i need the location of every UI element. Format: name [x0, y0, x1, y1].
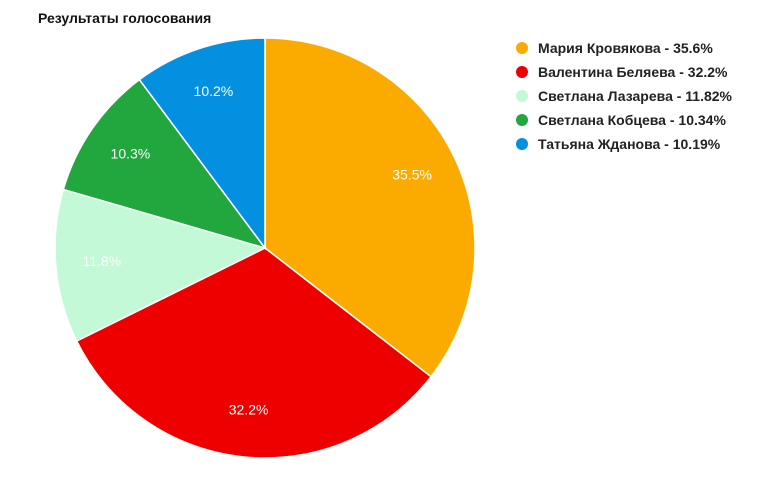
legend-item[interactable]: Валентина Беляева - 32.2% [516, 60, 732, 84]
pie-slice[interactable] [62, 78, 267, 250]
legend-swatch [516, 42, 528, 54]
data-label: 32.2% [229, 402, 269, 418]
legend: Мария Кровякова - 35.6% Валентина Беляев… [516, 36, 732, 156]
legend-swatch [516, 114, 528, 126]
pie-slice[interactable] [75, 247, 432, 459]
legend-item[interactable]: Мария Кровякова - 35.6% [516, 36, 732, 60]
legend-item[interactable]: Татьяна Жданова - 10.19% [516, 132, 732, 156]
legend-label: Мария Кровякова - 35.6% [538, 40, 713, 56]
legend-swatch [516, 66, 528, 78]
pie-slice[interactable] [54, 188, 268, 342]
pie-slice[interactable] [138, 37, 266, 251]
legend-label: Валентина Беляева - 32.2% [538, 64, 728, 80]
data-label: 10.3% [111, 145, 151, 161]
legend-item[interactable]: Светлана Кобцева - 10.34% [516, 108, 732, 132]
pie-slices [54, 37, 476, 459]
pie-slice[interactable] [264, 37, 476, 378]
legend-item[interactable]: Светлана Лазарева - 11.82% [516, 84, 732, 108]
data-label: 35.5% [392, 167, 432, 183]
legend-swatch [516, 90, 528, 102]
data-label: 11.8% [82, 253, 121, 269]
data-label: 10.2% [194, 83, 234, 99]
legend-label: Светлана Кобцева - 10.34% [538, 112, 726, 128]
legend-label: Татьяна Жданова - 10.19% [538, 136, 721, 152]
legend-swatch [516, 138, 528, 150]
legend-label: Светлана Лазарева - 11.82% [538, 88, 733, 104]
chart-title: Результаты голосования [38, 10, 212, 26]
pie-data-labels: 35.5% 32.2% 11.8% 10.3% 10.2% [82, 83, 431, 418]
